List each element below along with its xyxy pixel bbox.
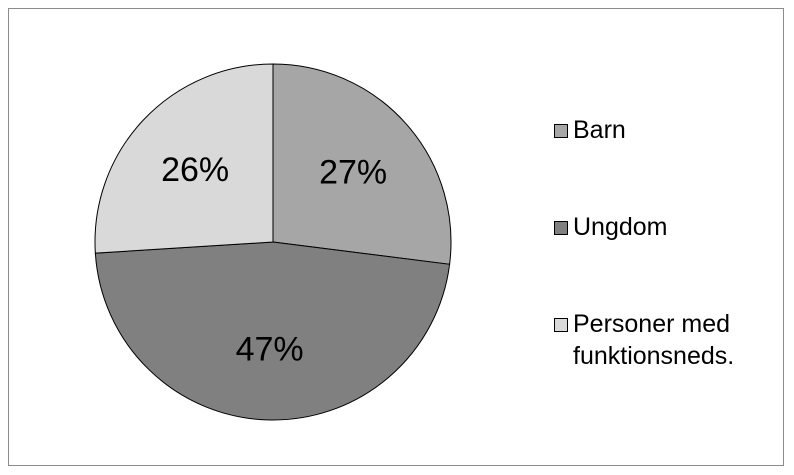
slice-barn [272,63,452,265]
legend-swatch-ungdom [554,221,568,235]
legend-swatch-personer [554,318,568,332]
legend-label-ungdom: Ungdom [573,213,668,241]
data-label-barn: 27% [319,153,387,191]
legend-swatch-barn [554,124,568,138]
slice-personer [94,63,274,254]
slice-ungdom [94,241,451,421]
legend-label-personer-line2: funktionsneds. [573,342,735,370]
legend-label-personer-line1: Personer med [573,310,731,338]
legend-label-barn: Barn [573,116,626,144]
data-label-ungdom: 47% [236,331,304,369]
data-label-personer: 26% [161,151,229,189]
